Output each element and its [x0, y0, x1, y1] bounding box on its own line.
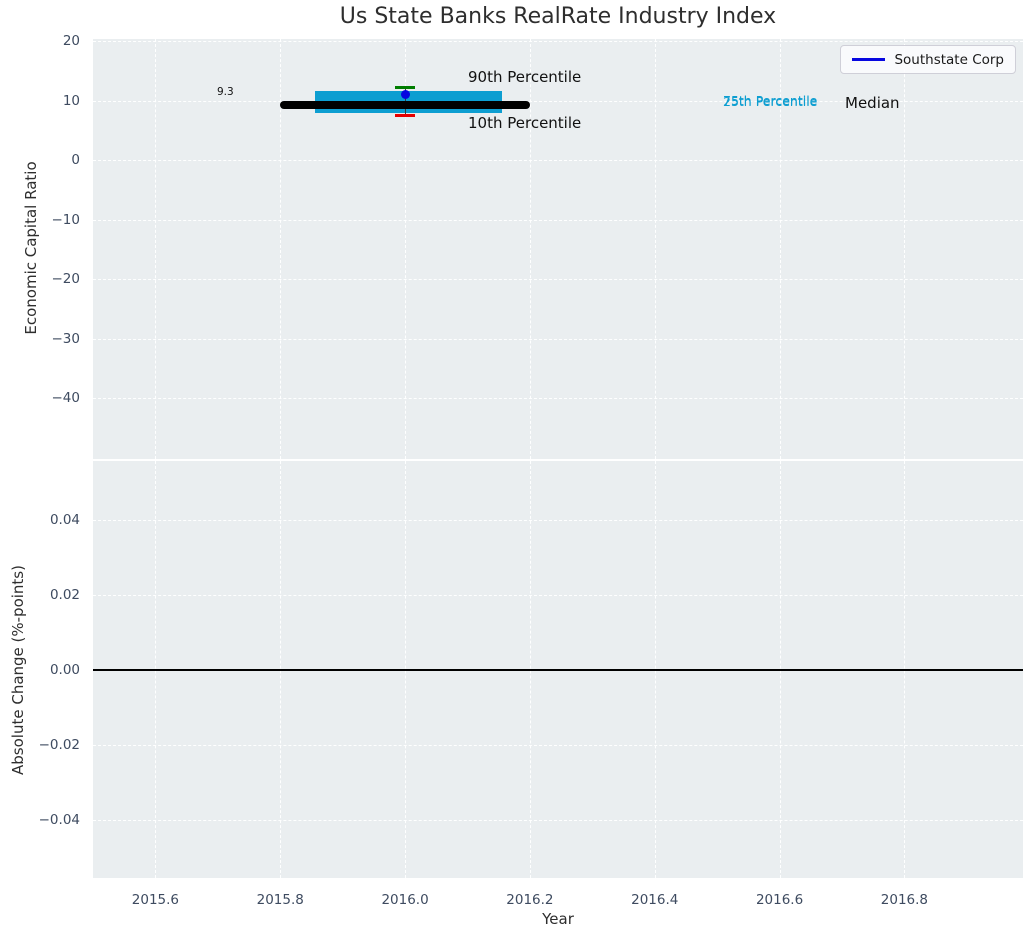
gridline-vertical [654, 39, 656, 459]
y-tick-label: 0.00 [49, 661, 80, 678]
gridline-vertical [155, 39, 157, 459]
annotation-75th-percentile: 75th Percentile [723, 93, 818, 108]
legend-entry-label: Southstate Corp [894, 51, 1004, 68]
gridline-vertical [529, 39, 531, 459]
y-tick-label: 20 [62, 33, 80, 50]
y-tick-label: −10 [51, 211, 81, 228]
gridline-horizontal [93, 100, 1023, 102]
y-tick-label: −0.02 [38, 736, 80, 753]
y-axis-label-top: Economic Capital Ratio [22, 161, 40, 335]
y-tick-label: 10 [62, 92, 80, 109]
median-value-label: 9.3 [217, 86, 234, 98]
x-tick-label: 2016.4 [631, 892, 679, 908]
y-tick-label: −20 [51, 271, 81, 288]
annotation-25th-percentile: 25th Percentile [723, 94, 818, 109]
gridline-vertical [904, 39, 906, 459]
legend-line-sample [852, 58, 886, 61]
gridline-horizontal [93, 594, 1023, 596]
p90-cap [395, 85, 416, 89]
gridline-horizontal [93, 398, 1023, 400]
x-tick-label: 2016.0 [381, 892, 429, 908]
x-tick-label: 2016.8 [880, 892, 929, 908]
gridline-vertical [280, 39, 282, 459]
y-tick-label: −0.04 [38, 811, 80, 828]
y-tick-label: 0.04 [49, 511, 80, 528]
p10-cap [395, 114, 416, 118]
southstate-marker [400, 90, 410, 100]
gridline-horizontal [93, 160, 1023, 162]
y-tick-label: 0.02 [49, 586, 80, 603]
figure-title: Us State Banks RealRate Industry Index [339, 4, 777, 29]
median-line [280, 101, 530, 110]
x-tick-label: 2015.8 [256, 892, 304, 908]
annotation-90th-percentile: 90th Percentile [468, 68, 582, 86]
x-axis-label: Year [542, 910, 574, 928]
legend: Southstate Corp [840, 45, 1016, 74]
gridline-horizontal [93, 338, 1023, 340]
gridline-vertical [405, 39, 407, 459]
y-tick-label: −40 [51, 390, 81, 407]
top-plot-area: 90th Percentile 10th Percentile 75th Per… [93, 39, 1023, 459]
gridline-horizontal [93, 819, 1023, 821]
annotation-10th-percentile: 10th Percentile [468, 114, 582, 132]
annotation-median: Median [845, 94, 900, 112]
y-tick-label: −30 [51, 330, 81, 347]
gridline-horizontal [93, 279, 1023, 281]
bottom-plot-area [93, 461, 1023, 878]
gridline-horizontal [93, 219, 1023, 221]
gridline-horizontal [93, 41, 1023, 43]
gridline-horizontal [93, 744, 1023, 746]
y-tick-label: 0 [71, 152, 80, 169]
x-tick-label: 2015.6 [131, 892, 180, 908]
x-tick-label: 2016.6 [755, 892, 804, 908]
gridline-vertical [779, 39, 781, 459]
x-tick-label: 2016.2 [506, 892, 554, 908]
gridline-horizontal [93, 519, 1023, 521]
zero-line [93, 668, 1023, 671]
